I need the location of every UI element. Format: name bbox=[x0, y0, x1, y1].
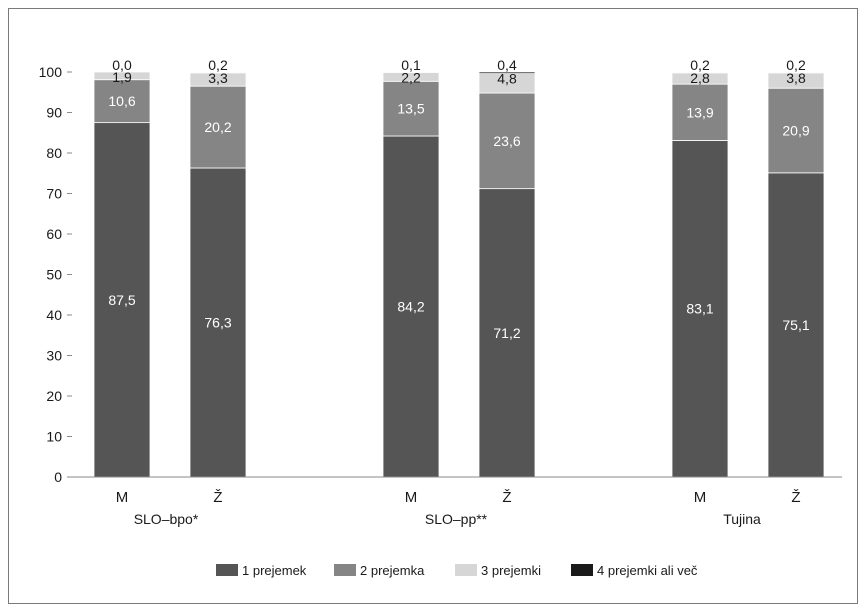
x-group-label: SLO–bpo* bbox=[134, 511, 199, 527]
x-category-label: Ž bbox=[791, 489, 800, 506]
data-label: 1,9 bbox=[112, 69, 132, 85]
data-label: 2,2 bbox=[401, 69, 421, 85]
legend-swatch bbox=[334, 564, 356, 576]
legend-swatch bbox=[455, 564, 477, 576]
data-label: 76,3 bbox=[204, 314, 231, 330]
data-label: 0,2 bbox=[786, 57, 806, 73]
y-tick-label: 10 bbox=[46, 429, 62, 445]
x-category-label: M bbox=[405, 489, 418, 506]
y-tick-label: 40 bbox=[46, 307, 62, 323]
x-category-label: Ž bbox=[502, 489, 511, 506]
bar-segment bbox=[93, 71, 151, 81]
y-tick-label: 30 bbox=[46, 348, 62, 364]
x-category-label: M bbox=[116, 489, 129, 506]
y-tick-label: 70 bbox=[46, 186, 62, 202]
data-label: 13,5 bbox=[397, 101, 424, 117]
legend-label: 3 prejemki bbox=[481, 563, 541, 578]
bar-segment bbox=[189, 71, 247, 74]
bar-segment bbox=[671, 71, 729, 74]
data-label: 0,2 bbox=[690, 57, 710, 73]
data-label: 10,6 bbox=[108, 93, 135, 109]
data-label: 3,8 bbox=[786, 70, 806, 86]
y-tick-label: 90 bbox=[46, 105, 62, 121]
bar-segment bbox=[189, 85, 247, 169]
data-label: 3,3 bbox=[208, 70, 228, 86]
data-label: 75,1 bbox=[782, 317, 809, 333]
data-label: 0,0 bbox=[112, 57, 132, 73]
y-tick-label: 20 bbox=[46, 388, 62, 404]
data-label: 23,6 bbox=[493, 133, 520, 149]
data-label: 84,2 bbox=[397, 298, 424, 314]
bar-segment bbox=[767, 87, 825, 174]
bar-segment bbox=[382, 80, 440, 137]
data-label: 87,5 bbox=[108, 292, 135, 308]
bar-segment bbox=[478, 92, 536, 190]
bar-segment bbox=[767, 71, 825, 74]
bar-segment bbox=[93, 122, 151, 478]
data-label: 0,2 bbox=[208, 57, 228, 73]
data-label: 20,9 bbox=[782, 123, 809, 139]
bar-segment bbox=[478, 71, 536, 75]
bar-segment bbox=[382, 135, 440, 478]
data-label: 71,2 bbox=[493, 325, 520, 341]
legend-label: 2 prejemka bbox=[360, 563, 425, 578]
bar-segment bbox=[189, 167, 247, 478]
y-tick-label: 80 bbox=[46, 145, 62, 161]
bar-segment bbox=[767, 172, 825, 478]
y-tick-label: 60 bbox=[46, 226, 62, 242]
y-tick-label: 100 bbox=[39, 64, 63, 80]
y-tick-label: 50 bbox=[46, 267, 62, 283]
legend-label: 1 prejemek bbox=[242, 563, 307, 578]
x-group-label: SLO–pp** bbox=[425, 511, 488, 527]
data-label: 4,8 bbox=[497, 71, 517, 87]
data-label: 13,9 bbox=[686, 104, 713, 120]
bar-segment bbox=[93, 79, 151, 124]
bar-segment bbox=[478, 188, 536, 478]
legend-label: 4 prejemki ali več bbox=[597, 563, 698, 578]
data-label: 2,8 bbox=[690, 70, 710, 86]
legend-swatch bbox=[216, 564, 238, 576]
x-group-label: Tujina bbox=[723, 511, 761, 527]
x-category-label: M bbox=[694, 489, 707, 506]
data-label: 0,1 bbox=[401, 57, 421, 73]
data-label: 0,4 bbox=[497, 57, 517, 73]
y-tick-label: 0 bbox=[54, 469, 62, 485]
legend-swatch bbox=[571, 564, 593, 576]
data-label: 20,2 bbox=[204, 119, 231, 135]
x-category-label: Ž bbox=[213, 489, 222, 506]
data-label: 83,1 bbox=[686, 301, 713, 317]
